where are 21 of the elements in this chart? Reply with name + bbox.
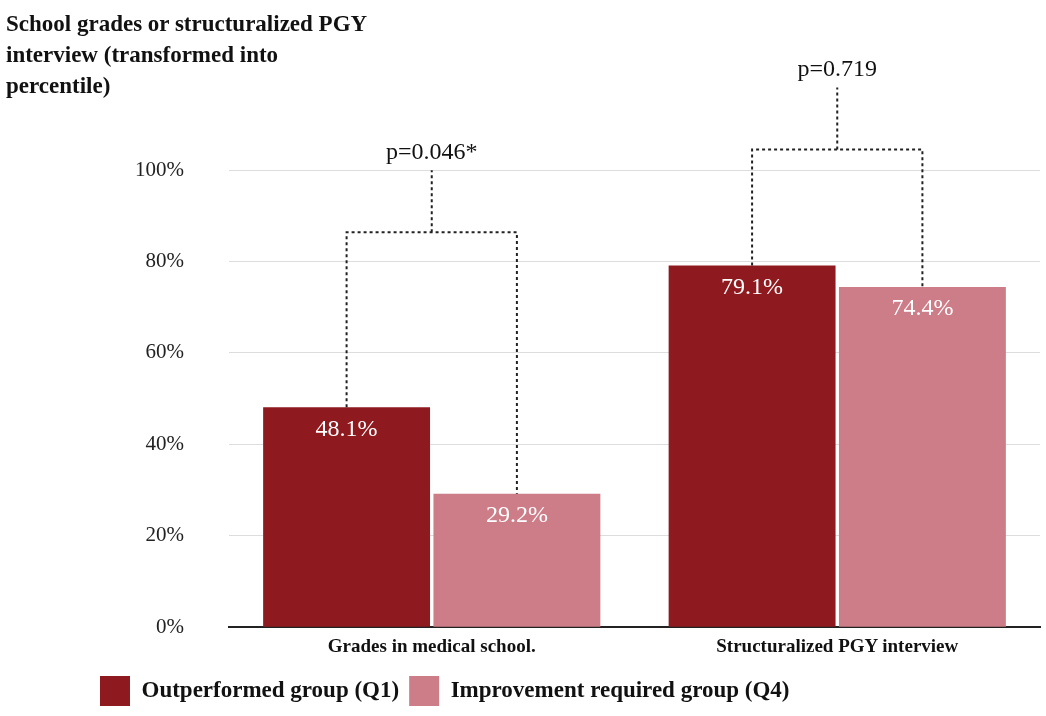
y-tick-label: 60% [145,339,184,364]
data-label: 74.4% [891,294,954,321]
data-label: 48.1% [315,414,378,441]
bar [263,407,431,627]
bar [433,493,601,627]
x-tick-label: Grades in medical school. [327,634,536,656]
legend-label: Improvement required group (Q4) [450,676,790,702]
y-tick-label: 80% [145,247,184,272]
bar [838,287,1006,627]
x-tick-label: Structuralized PGY interview [716,634,959,656]
bar [668,265,836,627]
text: p=0.719 [797,54,878,81]
y-tick-label: 40% [145,430,184,455]
y-tick-label: 0% [155,613,184,638]
y-tick-label: 100% [134,156,184,181]
data-label: 79.1% [721,272,784,299]
chart-title: School grades or structuralized PGY interview (transformed into percentile) [6,10,368,100]
y-tick-label: 20% [145,522,184,547]
text: p=0.046* [385,137,478,164]
legend-label: Outperformed group (Q1) [141,676,400,702]
data-label: 29.2% [485,500,548,527]
